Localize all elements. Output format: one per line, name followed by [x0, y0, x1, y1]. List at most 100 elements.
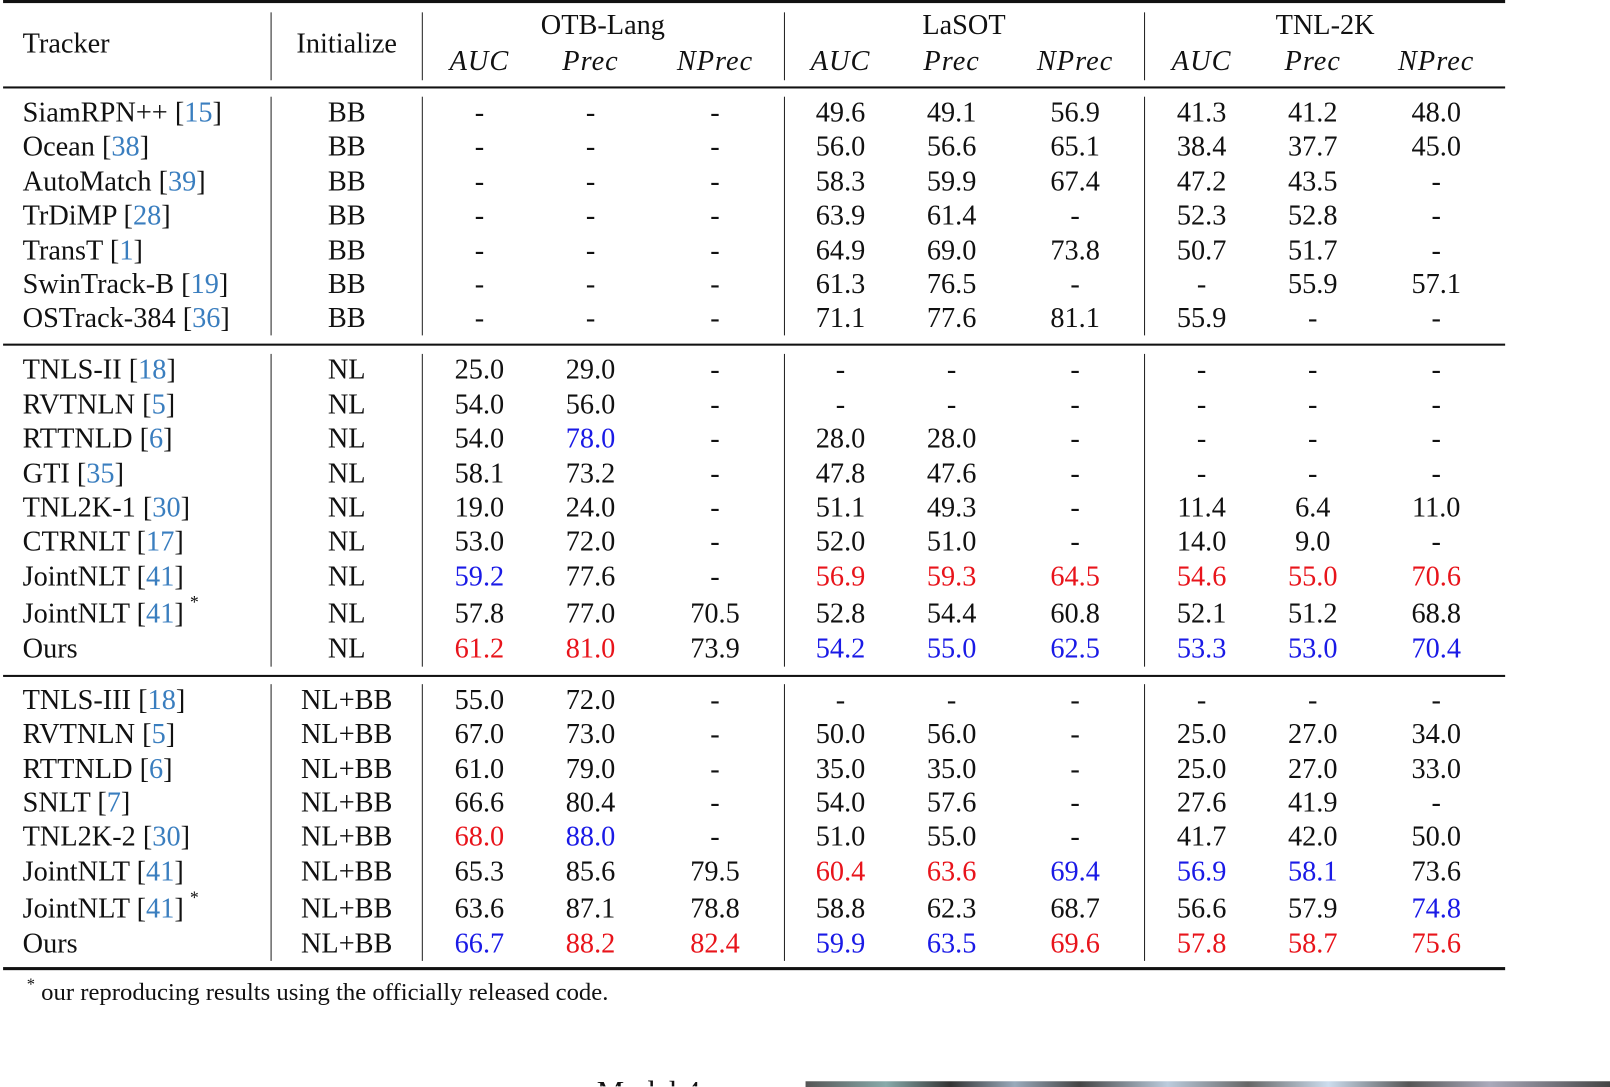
citation-link[interactable]: 41 [146, 854, 175, 887]
metric-cell: - [1070, 786, 1080, 818]
citation-link[interactable]: 38 [111, 129, 140, 162]
citation-link[interactable]: 36 [192, 301, 221, 334]
citation-link[interactable]: 19 [190, 267, 219, 300]
initialize-value: BB [327, 95, 366, 128]
metric-cell: 53.0 [1287, 631, 1338, 664]
header-rule [3, 86, 1506, 89]
initialize-value: BB [327, 164, 366, 197]
citation-link[interactable]: 17 [146, 524, 175, 557]
metric-cell: 52.8 [815, 596, 866, 629]
metric-cell: 77.6 [926, 301, 977, 334]
metric-cell: 81.1 [1050, 301, 1100, 334]
metric-cell: - [710, 559, 720, 592]
citation-link[interactable]: 15 [184, 95, 213, 128]
metric-cell: 55.0 [454, 683, 505, 716]
metric-cell: - [1431, 233, 1441, 266]
metric-cell: 63.6 [454, 891, 505, 924]
metric-cell: - [1308, 387, 1318, 420]
metric-cell: 47.8 [815, 456, 866, 489]
metric-cell: 27.0 [1287, 717, 1338, 749]
metric-cell: 56.9 [1176, 854, 1227, 887]
citation-link[interactable]: 1 [119, 233, 134, 266]
citation-link[interactable]: 5 [151, 717, 166, 749]
citation-link[interactable]: 41 [146, 891, 175, 924]
header-lasot: LaSOT [922, 8, 1006, 41]
metric-cell: 41.9 [1287, 786, 1338, 818]
metric-cell: 50.0 [815, 717, 866, 749]
metric-cell: - [1308, 352, 1318, 385]
initialize-value: NL [327, 490, 366, 523]
metric-cell: - [1196, 421, 1207, 454]
metric-cell: 62.5 [1050, 631, 1100, 664]
citation-link[interactable]: 28 [132, 198, 162, 231]
initialize-value: NL [327, 387, 366, 420]
metric-cell: - [710, 129, 720, 162]
header-metric-auc: AUC [1171, 44, 1232, 77]
metric-cell: 25.0 [1176, 717, 1227, 749]
metric-cell: 19.0 [454, 490, 505, 523]
metric-cell: 43.5 [1287, 164, 1338, 197]
citation-link[interactable]: 7 [106, 786, 121, 818]
metric-cell: 69.6 [1050, 926, 1100, 959]
metric-cell: - [585, 301, 596, 334]
metric-cell: - [1070, 456, 1080, 489]
citation-link[interactable]: 30 [152, 490, 181, 523]
citation-link[interactable]: 5 [151, 387, 166, 420]
metric-cell: 49.1 [926, 95, 977, 128]
column-divider [783, 12, 786, 81]
header-initialize: Initialize [296, 26, 397, 59]
metric-cell: - [1196, 683, 1207, 716]
metric-cell: - [585, 198, 596, 231]
metric-cell: 63.5 [926, 926, 977, 959]
citation-link[interactable]: 35 [86, 456, 115, 489]
citation-link[interactable]: 39 [168, 164, 197, 197]
initialize-value: NL+BB [300, 854, 393, 887]
metric-cell: - [710, 421, 720, 454]
metric-cell: 55.0 [926, 631, 977, 664]
metric-cell: - [710, 352, 720, 385]
metric-cell: 61.4 [926, 198, 977, 231]
metric-cell: - [474, 267, 485, 300]
citation-link[interactable]: 18 [147, 683, 176, 716]
citation-link[interactable]: 6 [149, 421, 164, 454]
column-divider [270, 12, 272, 81]
metric-cell: 70.5 [690, 596, 740, 629]
citation-link[interactable]: 18 [138, 352, 167, 385]
footnote-text: our reproducing results using the offici… [41, 979, 609, 1007]
header-metric-auc: AUC [449, 44, 510, 77]
initialize-value: NL [327, 352, 366, 385]
metric-cell: - [585, 267, 596, 300]
citation-link[interactable]: 6 [149, 752, 164, 784]
metric-cell: - [835, 352, 846, 385]
citation-link[interactable]: 41 [146, 596, 175, 629]
metric-cell: - [1431, 524, 1441, 557]
initialize-value: NL [327, 631, 366, 664]
metric-cell: 51.7 [1287, 233, 1338, 266]
initialize-value: BB [327, 301, 366, 334]
citation-link[interactable]: 30 [152, 819, 181, 852]
citation-link[interactable]: 41 [146, 559, 175, 592]
metric-cell: - [474, 198, 485, 231]
metric-cell: 27.6 [1176, 786, 1227, 818]
tracker-name: Ours [22, 926, 78, 959]
tracker-name: TransT [1] [22, 233, 143, 266]
metric-cell: - [1308, 301, 1318, 334]
metric-cell: 60.8 [1050, 596, 1100, 629]
cutoff-body-text: Model 4 [21, 1070, 701, 1086]
metric-cell: 58.1 [454, 456, 505, 489]
metric-cell: 88.0 [565, 819, 616, 852]
metric-cell: - [1431, 164, 1441, 197]
metric-cell: - [1196, 267, 1207, 300]
metric-cell: 52.3 [1176, 198, 1227, 231]
metric-cell: 72.0 [565, 524, 616, 557]
metric-cell: 69.0 [926, 233, 977, 266]
metric-cell: 77.0 [565, 596, 616, 629]
tracker-name: OSTrack-384 [36] [22, 301, 230, 334]
metric-cell: 59.3 [926, 559, 977, 592]
column-divider [1144, 684, 1146, 961]
column-divider [421, 96, 424, 336]
metric-cell: - [585, 129, 596, 162]
header-tracker: Tracker [22, 26, 110, 59]
metric-cell: - [1070, 421, 1080, 454]
